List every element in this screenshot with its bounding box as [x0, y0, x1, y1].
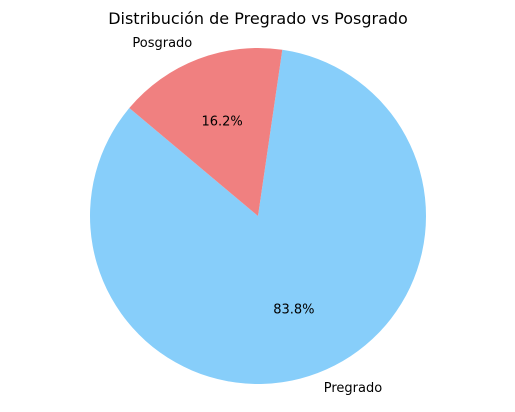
pie-slice-pregrado	[90, 49, 427, 385]
pie-labels: Pregrado 83.8% Posgrado 16.2%	[132, 36, 382, 396]
percent-label-pregrado: 83.8%	[273, 303, 314, 318]
slice-label-posgrado: Posgrado	[132, 36, 192, 51]
chart-title: Distribución de Pregrado vs Posgrado	[108, 9, 408, 28]
slice-label-pregrado: Pregrado	[324, 381, 382, 396]
pie-slice-posgrado	[129, 47, 283, 216]
pie-slices	[90, 47, 427, 385]
percent-label-posgrado: 16.2%	[201, 114, 242, 129]
